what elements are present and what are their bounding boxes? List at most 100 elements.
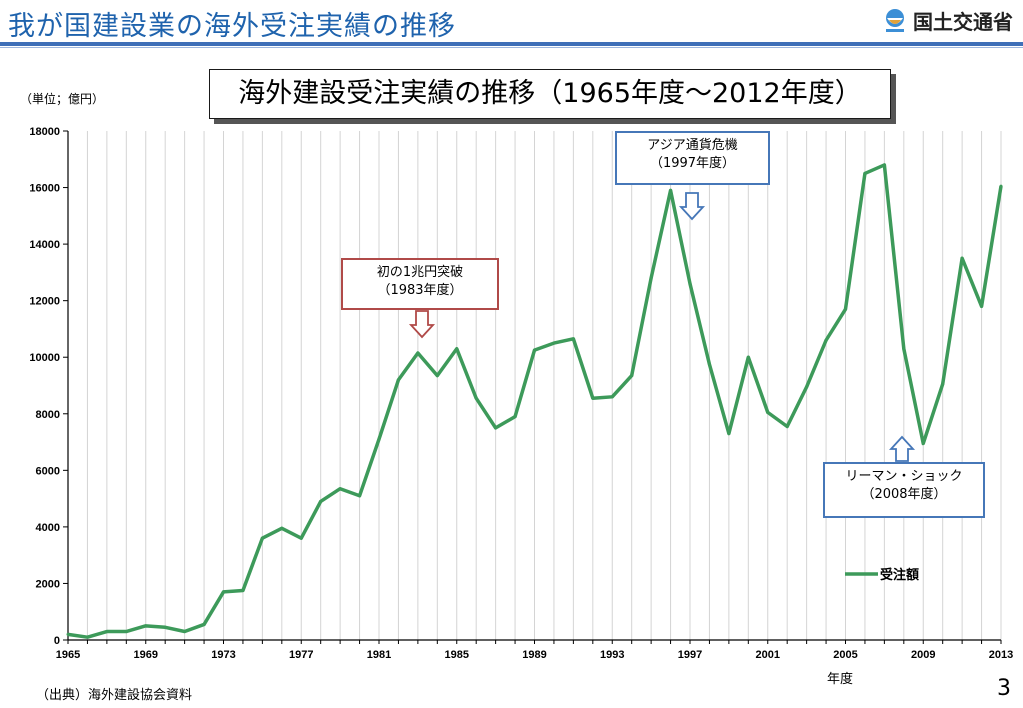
arrow-1983 [408,310,436,339]
callout-1997-title: アジア通貨危機 [647,138,738,153]
data-point [299,536,303,540]
unit-label: （単位；億円） [20,92,105,106]
data-point [824,338,828,342]
data-point [999,184,1003,188]
data-point [124,630,128,634]
callout-1997: アジア通貨危機 （1997年度） [615,131,770,185]
y-tick-label: 4000 [36,522,60,534]
axes [63,130,1002,644]
y-tick-label: 0 [54,635,60,647]
data-point [280,526,284,530]
callout-1983-title: 初の1兆円突破 [376,265,464,280]
x-tick-label: 1997 [678,649,702,661]
data-point [513,415,517,419]
data-point [805,385,809,389]
callout-2008-title: リーマン・ショック [845,469,963,484]
arrow-1997 [678,192,706,221]
arrow-2008 [888,435,916,462]
mlit-logo-icon [886,8,904,32]
x-tick-label: 2013 [989,649,1013,661]
data-point [980,304,984,308]
data-point [222,590,225,594]
data-point [183,630,187,634]
callout-1983-year: （1983年度） [377,283,463,298]
y-tick-label: 12000 [29,296,60,308]
data-point [533,348,536,352]
x-tick-label: 2009 [911,649,935,661]
data-point [902,347,906,351]
data-point [319,499,323,503]
data-point [241,589,245,593]
title-rule [0,42,1023,46]
x-tick-label: 1981 [367,649,391,661]
data-point [85,635,89,639]
callout-1997-year: （1997年度） [649,156,736,171]
legend-label: 受注額 [880,567,919,583]
callout-arrows [408,192,916,462]
data-point [882,163,886,167]
data-point [630,374,634,378]
data-point [396,378,400,382]
x-tick-label: 2001 [756,649,780,661]
callout-1983: 初の1兆円突破 （1983年度） [341,258,499,310]
data-point [435,374,439,378]
x-tick-label: 2005 [833,649,857,661]
data-point [552,341,556,345]
slide-title: 我が国建設業の海外受注実績の推移 [8,11,456,42]
y-tick-label: 14000 [29,239,60,251]
data-point [338,487,342,491]
data-point [727,432,731,436]
data-point [202,622,206,626]
x-tick-label: 1977 [289,649,313,661]
data-point [746,355,750,359]
data-point [474,396,478,400]
x-tick-label: 1985 [445,649,469,661]
data-point [707,362,711,366]
data-point [669,188,673,192]
y-tick-label: 8000 [36,409,60,421]
data-point [649,276,653,280]
data-point [610,395,614,399]
y-tick-label: 2000 [36,578,60,590]
y-tick-label: 16000 [29,183,60,195]
callout-2008: リーマン・ショック （2008年度） [823,462,985,518]
logo-text: 国土交通省 [913,10,1013,34]
data-point [494,426,498,430]
callout-2008-year: （2008年度） [861,487,947,502]
x-tick-label: 1965 [56,649,80,661]
y-tick-label: 18000 [29,126,60,138]
x-tick-label: 1989 [522,649,546,661]
data-point [960,256,964,260]
x-tick-label: 1973 [211,649,235,661]
data-point [455,347,459,351]
data-point [785,425,789,429]
data-point [163,625,167,629]
x-axis-label: 年度 [827,672,854,687]
data-point [941,382,945,386]
data-point [66,632,70,636]
y-tick-label: 6000 [36,465,60,477]
data-point [105,630,109,634]
x-tick-label: 1969 [134,649,158,661]
data-point [358,494,362,498]
ministry-logo: 国土交通省 [883,6,1013,35]
data-point [844,307,847,311]
data-point [377,437,381,441]
y-tick-label: 10000 [29,352,60,364]
grid-lines [86,131,1002,640]
x-tick-label: 1993 [600,649,624,661]
data-point [591,396,595,400]
data-point [571,337,575,341]
page-number: 3 [997,676,1011,701]
data-point [921,441,925,445]
tick-labels: 0 2000 4000 6000 8000 10000 12000 14000 16000 180… [29,126,1013,661]
source-note: （出典）海外建設協会資料 [36,688,193,703]
data-point [416,351,420,355]
data-point [766,410,770,414]
data-point [863,171,867,175]
data-point [260,536,264,540]
legend: 受注額 [845,567,919,583]
data-point [688,282,692,286]
title-rule-thin [0,47,1023,48]
